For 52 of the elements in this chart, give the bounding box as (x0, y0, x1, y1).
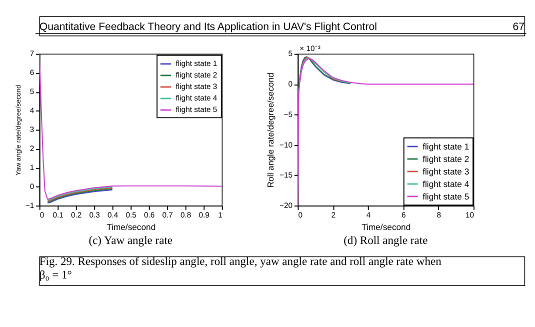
y-tick-label: 2 (30, 144, 34, 154)
legend-label: flight state 3 (176, 82, 218, 91)
x-tick-label: 1 (218, 210, 222, 220)
y-tick-label: −15 (279, 170, 292, 180)
legend-label: flight state 4 (176, 93, 218, 102)
y-axis-title: Roll angle rate/degree/second (266, 72, 276, 188)
legend-label: flight state 2 (422, 154, 470, 164)
x-tick-label: 0.1 (52, 210, 64, 220)
y-tick-label: 5 (30, 87, 34, 96)
legend-label: flight state 5 (176, 104, 218, 114)
legend-label: flight state 1 (422, 141, 470, 152)
y-tick-label: −10 (279, 140, 292, 150)
text: Quantitative Feedback Theory and Its Application in UAV's Flight Control (39, 20, 377, 33)
y-tick-label: 3 (30, 125, 34, 134)
text: 67 (512, 20, 525, 33)
legend-label: flight state 4 (422, 178, 470, 189)
line-series (39, 54, 222, 200)
text: × 10⁻³ (300, 44, 321, 53)
legend-label: flight state 1 (176, 58, 218, 68)
legend-label: flight state 3 (422, 166, 470, 176)
y-tick-label: 7 (30, 49, 34, 58)
y-tick-label: 5 (288, 49, 292, 58)
x-axis-title: Time/second (362, 222, 411, 232)
x-tick-label: 8 (436, 210, 441, 220)
y-tick-label: 6 (30, 68, 34, 78)
y-tick-label: 0 (288, 80, 292, 89)
y-tick-label: 4 (30, 106, 35, 116)
y-tick-label: 1 (30, 163, 34, 172)
x-tick-label: 6 (402, 210, 406, 220)
x-tick-label: 0 (298, 210, 303, 220)
x-tick-label: 0.3 (89, 210, 100, 220)
legend-label: flight state 5 (422, 191, 470, 202)
legend-label: flight state 2 (176, 70, 218, 80)
x-tick-label: 2 (331, 210, 336, 220)
x-axis-title: Time/second (106, 222, 156, 232)
x-tick-label: 0.6 (144, 210, 155, 220)
y-tick-label: −20 (279, 200, 292, 210)
text: (c) Yaw angle rate (88, 235, 173, 248)
x-tick-label: 0.7 (162, 210, 173, 220)
x-tick-label: 4 (366, 210, 372, 220)
y-tick-label: −1 (25, 200, 34, 210)
caption: Fig. 29. Responses of sideslip angle, roll angle, yaw angle rate and roll angle rate when β₀ = 1° (39, 256, 442, 282)
text: (d) Roll angle rate (344, 235, 428, 248)
y-tick-label: −5 (284, 110, 292, 119)
x-tick-label: 0 (40, 210, 44, 220)
x-tick-label: 0.4 (108, 210, 119, 220)
y-tick-label: 0 (30, 182, 34, 192)
x-tick-label: 0.5 (126, 210, 136, 220)
x-tick-label: 0.9 (198, 210, 210, 220)
x-tick-label: 10 (465, 210, 474, 220)
x-tick-label: 0.8 (180, 210, 192, 220)
x-tick-label: 0.2 (71, 210, 82, 220)
